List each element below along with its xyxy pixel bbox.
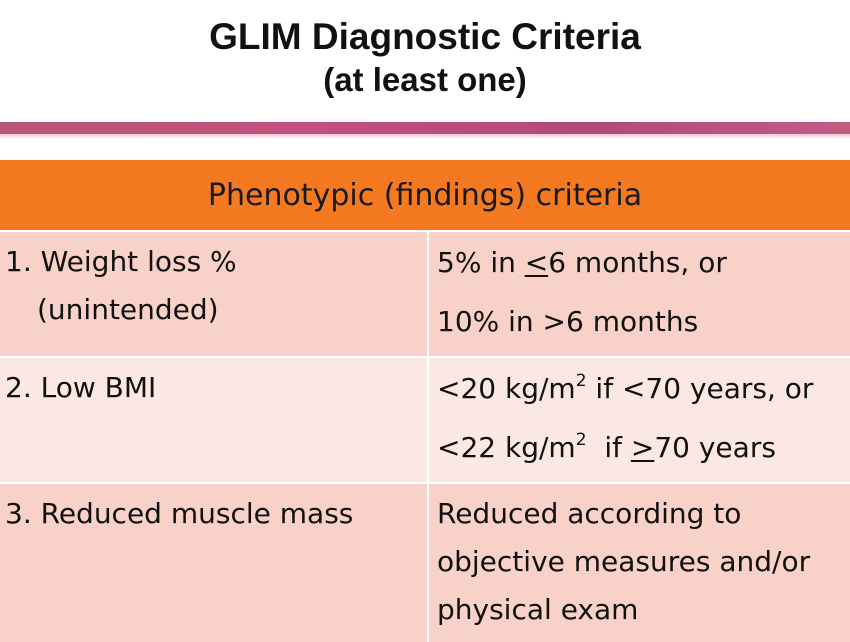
threshold-line: <22 kg/m2 if >70 years [437, 423, 844, 472]
threshold-cell: <20 kg/m2 if <70 years, or <22 kg/m2 if … [428, 357, 850, 484]
threshold-text: 70 years [654, 431, 776, 464]
criterion-cell: 3. Reduced muscle mass [0, 483, 429, 642]
title-block: GLIM Diagnostic Criteria (at least one) [0, 14, 850, 100]
threshold-text: if <70 years, or [586, 372, 814, 405]
criterion-text: 3. Reduced muscle mass [5, 497, 354, 530]
threshold-line: 10% in >6 months [437, 305, 699, 338]
criterion-text: 2. Low BMI [5, 371, 157, 404]
threshold-text: 5% in [437, 246, 525, 279]
accent-band [0, 122, 850, 134]
criterion-cell: 1. Weight loss % (unintended) [0, 231, 429, 358]
threshold-line: <20 kg/m2 if <70 years, or [437, 364, 844, 413]
threshold-cell: Reduced according to objective measures … [428, 483, 850, 642]
table-heading: Phenotypic (findings) criteria [0, 160, 850, 232]
table-header-row: Phenotypic (findings) criteria [0, 160, 850, 232]
criterion-cell: 2. Low BMI [0, 357, 429, 484]
threshold-text: if [586, 431, 631, 464]
threshold-text: <20 kg/m [437, 372, 576, 405]
less-or-equal-symbol: < [524, 246, 549, 279]
criterion-note: (unintended) [37, 293, 219, 326]
threshold-text: 6 months, or [548, 246, 727, 279]
table-row: 2. Low BMI <20 kg/m2 if <70 years, or <2… [0, 357, 850, 484]
page-title: GLIM Diagnostic Criteria [209, 16, 641, 57]
threshold-line: Reduced according to [437, 497, 742, 530]
page-subtitle: (at least one) [323, 61, 527, 98]
superscript: 2 [575, 371, 587, 391]
accent-band-shadow [0, 134, 850, 139]
table-row: 3. Reduced muscle mass Reduced according… [0, 483, 850, 642]
threshold-text: <22 kg/m [437, 431, 576, 464]
criteria-table: Phenotypic (findings) criteria 1. Weight… [0, 160, 850, 642]
threshold-line: objective measures and/or [437, 545, 811, 578]
threshold-line: 5% in <6 months, or [437, 238, 844, 287]
greater-or-equal-symbol: > [630, 431, 655, 464]
threshold-line: physical exam [437, 593, 639, 626]
criterion-text: 1. Weight loss % [5, 245, 237, 278]
table-row: 1. Weight loss % (unintended) 5% in <6 m… [0, 231, 850, 358]
superscript: 2 [575, 430, 587, 450]
threshold-cell: 5% in <6 months, or 10% in >6 months [428, 231, 850, 358]
